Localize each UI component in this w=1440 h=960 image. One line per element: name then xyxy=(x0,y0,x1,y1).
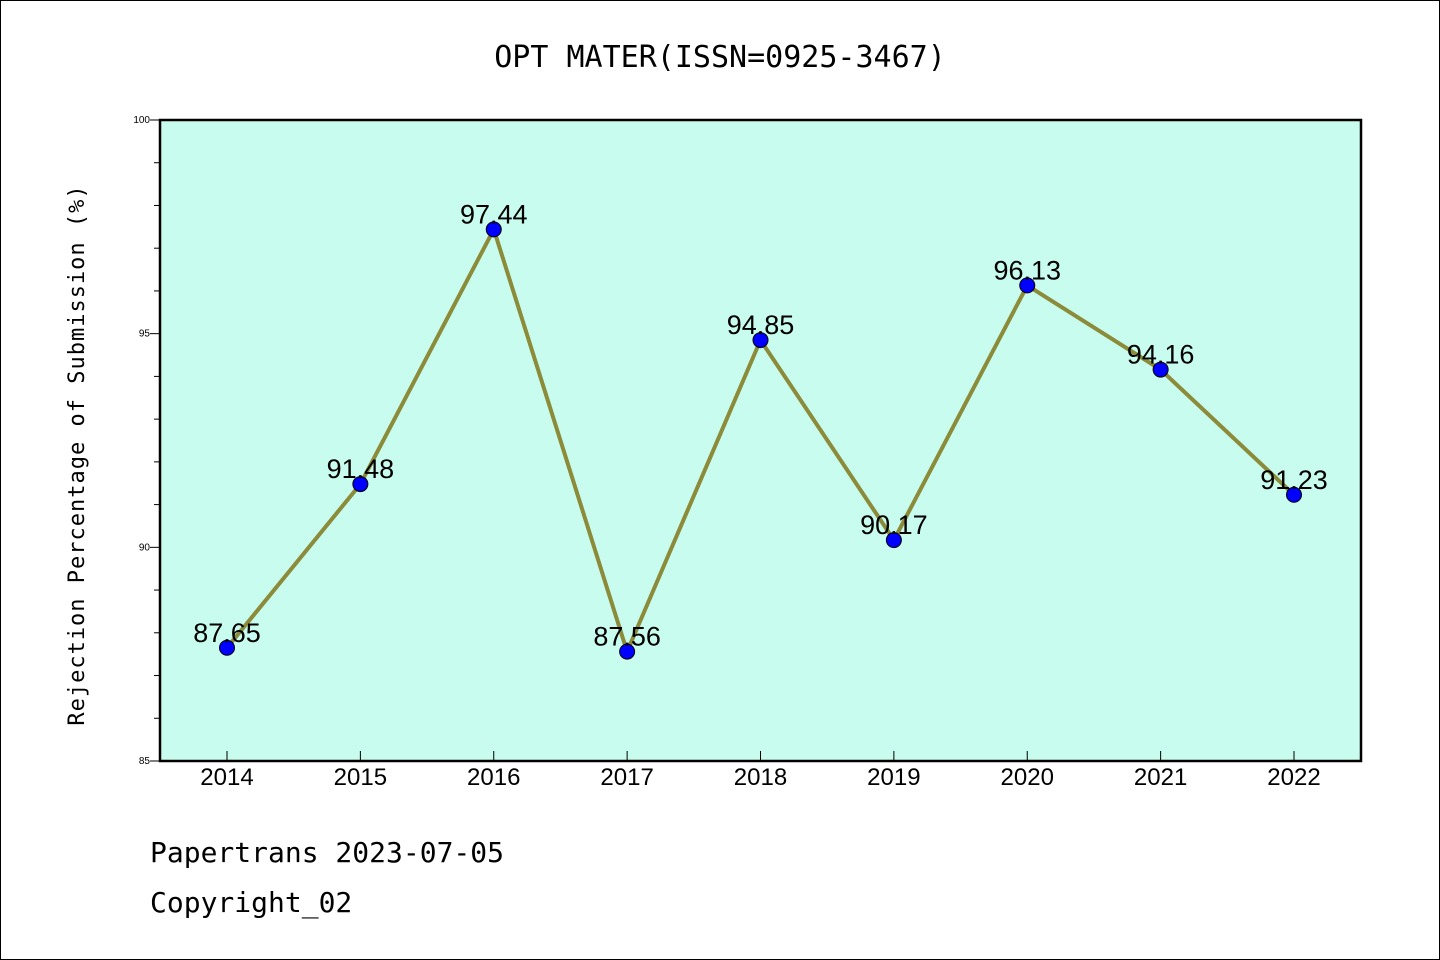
x-tick-label: 2014 xyxy=(200,764,253,791)
x-tick-label: 2020 xyxy=(1001,764,1054,791)
chart-title: OPT MATER(ISSN=0925-3467) xyxy=(494,40,946,75)
y-tick-label: 90 xyxy=(139,542,151,553)
x-axis: 2014 2015 2016 2017 2018 2019 2020 2021 2022 xyxy=(200,751,1321,791)
data-label: 87.56 xyxy=(593,622,661,652)
data-point xyxy=(485,221,502,238)
data-point xyxy=(1019,277,1036,294)
data-label: 87.65 xyxy=(193,618,261,648)
data-label: 90.17 xyxy=(860,510,928,540)
data-point xyxy=(219,639,235,656)
y-tick-label: 100 xyxy=(133,115,150,126)
data-point xyxy=(752,332,769,349)
data-label: 96.13 xyxy=(993,255,1061,285)
data-point xyxy=(619,643,636,660)
data-point xyxy=(1286,486,1302,503)
footer-copyright: Copyright_02 xyxy=(150,886,353,919)
data-label: 91.48 xyxy=(327,454,395,484)
x-tick-label: 2018 xyxy=(734,764,787,791)
x-tick-label: 2022 xyxy=(1267,764,1320,791)
x-tick-label: 2019 xyxy=(867,764,920,791)
footer-date: Papertrans 2023-07-05 xyxy=(150,836,505,869)
data-markers xyxy=(219,221,1302,660)
data-label: 94.85 xyxy=(727,310,795,340)
y-axis-label: Rejection Percentage of Submission (%) xyxy=(65,184,90,725)
x-tick-label: 2017 xyxy=(600,764,653,791)
y-tick-label: 95 xyxy=(139,329,151,340)
plot-area xyxy=(158,118,1363,763)
x-tick-label: 2021 xyxy=(1134,764,1187,791)
data-labels: 87.65 91.48 97.44 87.56 94.85 90.17 96.13 94.16… xyxy=(193,199,1328,651)
data-point xyxy=(352,476,369,493)
y-axis: 85 90 95 100 xyxy=(133,115,160,767)
data-point xyxy=(885,532,902,549)
y-tick-label: 85 xyxy=(139,756,151,767)
data-label: 91.23 xyxy=(1260,465,1328,495)
data-label: 97.44 xyxy=(460,199,528,229)
data-point xyxy=(1152,361,1169,378)
data-label: 94.16 xyxy=(1127,340,1195,370)
x-tick-label: 2015 xyxy=(334,764,387,791)
x-tick-label: 2016 xyxy=(467,764,520,791)
